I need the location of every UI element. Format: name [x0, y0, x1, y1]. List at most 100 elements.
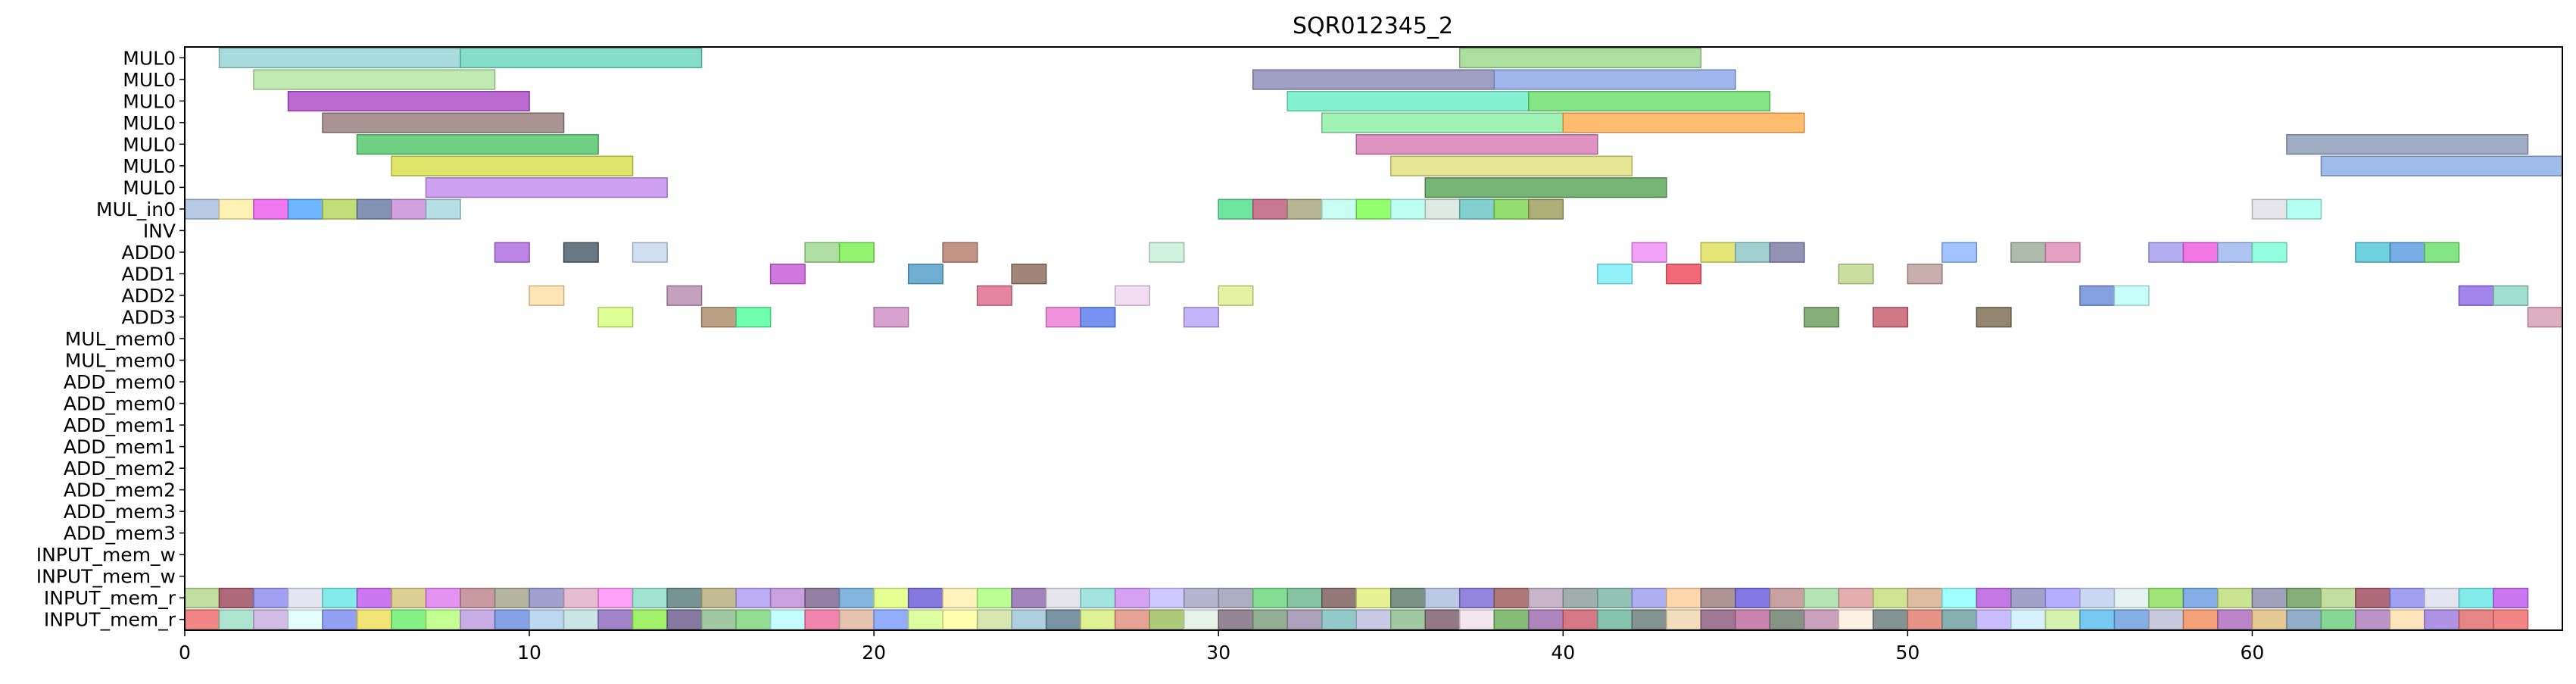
task-bar [253, 69, 496, 90]
input-mem-r-cell [1045, 609, 1081, 630]
x-tick-label: 50 [1895, 642, 1920, 664]
task-bar [2458, 285, 2494, 306]
task-bar [287, 198, 323, 220]
input-mem-r-cell [1873, 609, 1909, 630]
chart-title: SQR012345_2 [1293, 13, 1453, 39]
input-mem-r-cell [1011, 587, 1047, 609]
row-label: INPUT_mem_w [36, 566, 176, 588]
input-mem-r-cell [1769, 587, 1805, 609]
input-mem-r-cell [425, 587, 461, 609]
input-mem-r-cell [1562, 609, 1598, 630]
row-label: INPUT_mem_r [44, 587, 176, 609]
input-mem-r-cell [529, 587, 565, 609]
input-mem-r-cell [873, 587, 909, 609]
input-mem-r-cell [322, 587, 358, 609]
task-bar [2286, 198, 2322, 220]
task-bar [1597, 264, 1633, 285]
task-bar [1735, 242, 1771, 263]
input-mem-r-cell [735, 587, 772, 609]
input-mem-r-cell [356, 609, 392, 630]
input-mem-r-cell [1355, 587, 1392, 609]
task-bar [2286, 134, 2529, 155]
input-mem-r-cell [1631, 587, 1667, 609]
x-tick-label: 40 [1551, 642, 1575, 664]
input-mem-r-cell [2493, 587, 2529, 609]
bars-layer [184, 47, 2563, 328]
input-mem-r-cell [2424, 587, 2460, 609]
input-mem-r-cell [2010, 587, 2047, 609]
task-bar [2113, 285, 2150, 306]
task-bar [838, 242, 875, 263]
input-mem-r-cell [391, 587, 427, 609]
row-label: ADD_mem0 [64, 393, 176, 415]
input-mem-r-cell [2113, 587, 2150, 609]
input-mem-r-cell [838, 587, 875, 609]
task-bar [942, 242, 978, 263]
task-bar [1838, 264, 1874, 285]
task-bar [976, 285, 1012, 306]
input-mem-r-cell [666, 609, 703, 630]
task-bar [2424, 242, 2460, 263]
input-mem-r-cell [1493, 587, 1530, 609]
task-bar [1907, 264, 1943, 285]
task-bar [1149, 242, 1185, 263]
task-bar [1941, 242, 1978, 263]
input-mem-r-cell [700, 609, 737, 630]
task-bar [322, 112, 565, 133]
task-bar [735, 307, 772, 328]
input-mem-r-cell [2148, 587, 2185, 609]
input-mem-r-cell [1700, 609, 1736, 630]
input-mem-r-cell [1218, 609, 1254, 630]
row-label: MUL0 [123, 69, 176, 91]
row-label: ADD_mem2 [64, 458, 176, 479]
x-tick-label: 0 [179, 642, 191, 664]
input-mem-r-cell [253, 609, 289, 630]
input-mem-r-cell [1321, 609, 1357, 630]
input-mem-r-cell [1149, 609, 1185, 630]
task-bar [529, 285, 565, 306]
row-label: MUL_mem0 [65, 328, 176, 350]
input-mem-r-cell [1597, 587, 1633, 609]
input-mem-r-cell [1390, 609, 1427, 630]
task-bar [356, 198, 392, 220]
task-bar [391, 198, 427, 220]
input-mem-r-cell [804, 587, 840, 609]
task-bar [2079, 285, 2116, 306]
input-mem-r-cell [597, 587, 634, 609]
input-mem-r-cell [907, 587, 943, 609]
task-bar [1873, 307, 1909, 328]
input-mem-r-cell [218, 587, 254, 609]
row-label: ADD0 [121, 242, 176, 264]
task-bar [425, 177, 668, 198]
input-mem-r-cell [769, 587, 806, 609]
input-mem-r-cell [1666, 609, 1702, 630]
input-mem-r-cell [1597, 609, 1633, 630]
input-mem-r-cell [391, 609, 427, 630]
input-mem-r-cell [287, 609, 323, 630]
x-tick-label: 20 [862, 642, 886, 664]
task-bar [2044, 242, 2081, 263]
task-bar [460, 47, 703, 69]
input-mem-r-cell [1321, 587, 1357, 609]
input-mem-r-cell [2320, 587, 2356, 609]
row-label: MUL_mem0 [65, 350, 176, 372]
input-mem-r-cell [873, 609, 909, 630]
input-mem-r-cell [1080, 609, 1116, 630]
input-mem-r-cell [2320, 609, 2356, 630]
input-mem-r-cell [529, 609, 565, 630]
input-mem-r-cell [1562, 587, 1598, 609]
task-bar [356, 134, 599, 155]
input-mem-r-cell [1286, 587, 1323, 609]
row-label: ADD_mem3 [64, 523, 176, 545]
input-mem-r-cell [1907, 609, 1943, 630]
task-bar [1114, 285, 1150, 306]
task-bar [1045, 307, 1081, 328]
task-bar [700, 307, 737, 328]
task-bar [1459, 47, 1702, 69]
row-label: ADD_mem3 [64, 501, 176, 523]
row-label: INPUT_mem_r [44, 609, 176, 631]
input-mem-r-cell [184, 609, 220, 630]
task-bar [1424, 198, 1461, 220]
input-mem-r-cell [2389, 609, 2425, 630]
